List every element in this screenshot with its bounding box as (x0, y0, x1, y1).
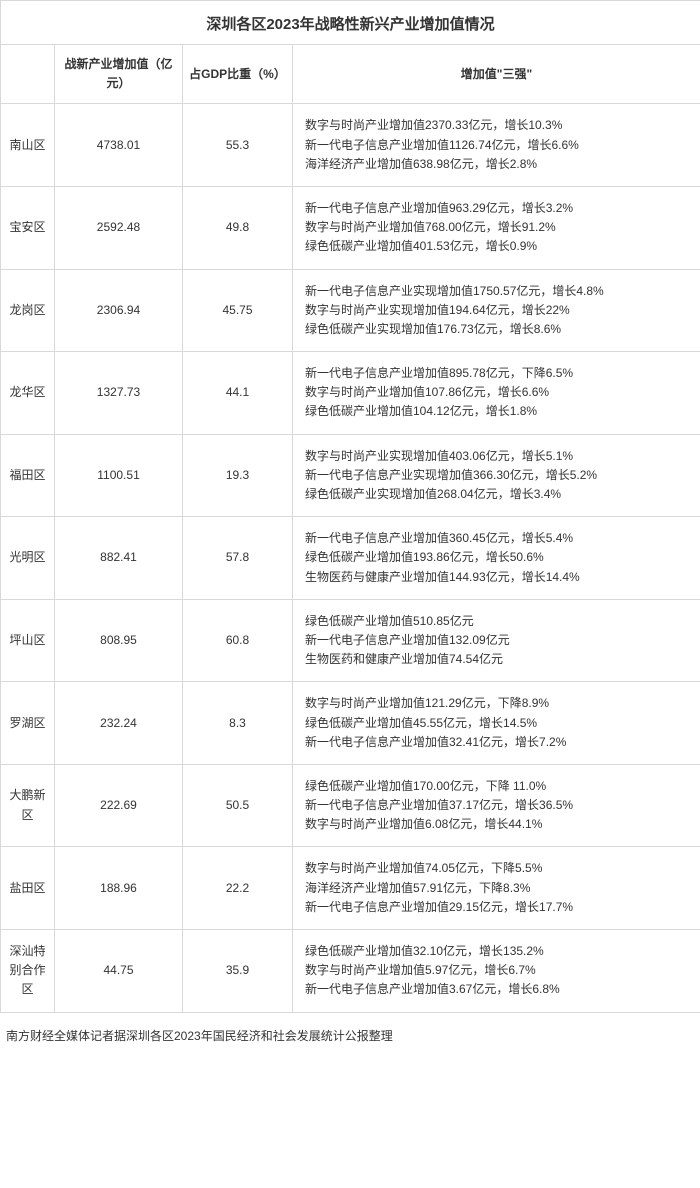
cell-top3: 绿色低碳产业增加值510.85亿元新一代电子信息产业增加值132.09亿元生物医… (293, 599, 700, 682)
cell-top3: 数字与时尚产业实现增加值403.06亿元，增长5.1%新一代电子信息产业实现增加… (293, 434, 700, 517)
col-header-pct: 占GDP比重（%） (183, 45, 293, 104)
cell-value: 232.24 (55, 682, 183, 765)
table-row: 光明区882.4157.8新一代电子信息产业增加值360.45亿元，增长5.4%… (1, 517, 700, 600)
cell-district: 盐田区 (1, 847, 55, 930)
table-row: 罗湖区232.248.3数字与时尚产业增加值121.29亿元，下降8.9%绿色低… (1, 682, 700, 765)
cell-value: 808.95 (55, 599, 183, 682)
top3-line: 新一代电子信息产业增加值32.41亿元，增长7.2% (305, 733, 690, 752)
table-row: 宝安区2592.4849.8新一代电子信息产业增加值963.29亿元，增长3.2… (1, 186, 700, 269)
top3-line: 新一代电子信息产业增加值360.45亿元，增长5.4% (305, 529, 690, 548)
top3-line: 新一代电子信息产业增加值29.15亿元，增长17.7% (305, 898, 690, 917)
source-note: 南方财经全媒体记者据深圳各区2023年国民经济和社会发展统计公报整理 (0, 1013, 700, 1062)
cell-value: 1100.51 (55, 434, 183, 517)
top3-line: 数字与时尚产业增加值74.05亿元，下降5.5% (305, 859, 690, 878)
cell-top3: 数字与时尚产业增加值2370.33亿元，增长10.3%新一代电子信息产业增加值1… (293, 104, 700, 187)
cell-value: 2306.94 (55, 269, 183, 352)
top3-line: 新一代电子信息产业实现增加值1750.57亿元，增长4.8% (305, 282, 690, 301)
cell-pct: 45.75 (183, 269, 293, 352)
top3-line: 绿色低碳产业增加值170.00亿元，下降 11.0% (305, 777, 690, 796)
top3-line: 绿色低碳产业增加值193.86亿元，增长50.6% (305, 548, 690, 567)
cell-top3: 新一代电子信息产业实现增加值1750.57亿元，增长4.8%数字与时尚产业实现增… (293, 269, 700, 352)
col-header-value: 战新产业增加值（亿元） (55, 45, 183, 104)
top3-line: 数字与时尚产业增加值6.08亿元，增长44.1% (305, 815, 690, 834)
top3-line: 新一代电子信息产业实现增加值366.30亿元，增长5.2% (305, 466, 690, 485)
cell-pct: 19.3 (183, 434, 293, 517)
cell-top3: 绿色低碳产业增加值170.00亿元，下降 11.0%新一代电子信息产业增加值37… (293, 764, 700, 847)
table-row: 福田区1100.5119.3数字与时尚产业实现增加值403.06亿元，增长5.1… (1, 434, 700, 517)
cell-district: 南山区 (1, 104, 55, 187)
cell-pct: 57.8 (183, 517, 293, 600)
col-header-blank (1, 45, 55, 104)
cell-pct: 50.5 (183, 764, 293, 847)
top3-line: 新一代电子信息产业增加值132.09亿元 (305, 631, 690, 650)
top3-line: 绿色低碳产业增加值104.12亿元，增长1.8% (305, 402, 690, 421)
cell-pct: 35.9 (183, 930, 293, 1013)
table-row: 南山区4738.0155.3数字与时尚产业增加值2370.33亿元，增长10.3… (1, 104, 700, 187)
top3-line: 数字与时尚产业实现增加值194.64亿元，增长22% (305, 301, 690, 320)
cell-top3: 数字与时尚产业增加值121.29亿元，下降8.9%绿色低碳产业增加值45.55亿… (293, 682, 700, 765)
top3-line: 绿色低碳产业增加值401.53亿元，增长0.9% (305, 237, 690, 256)
cell-pct: 22.2 (183, 847, 293, 930)
cell-district: 龙华区 (1, 352, 55, 435)
top3-line: 新一代电子信息产业增加值895.78亿元，下降6.5% (305, 364, 690, 383)
table-row: 深汕特别合作区44.7535.9绿色低碳产业增加值32.10亿元，增长135.2… (1, 930, 700, 1013)
cell-district: 坪山区 (1, 599, 55, 682)
table-title: 深圳各区2023年战略性新兴产业增加值情况 (0, 0, 700, 44)
top3-line: 数字与时尚产业增加值121.29亿元，下降8.9% (305, 694, 690, 713)
cell-district: 龙岗区 (1, 269, 55, 352)
top3-line: 绿色低碳产业增加值45.55亿元，增长14.5% (305, 714, 690, 733)
cell-value: 4738.01 (55, 104, 183, 187)
cell-top3: 数字与时尚产业增加值74.05亿元，下降5.5%海洋经济产业增加值57.91亿元… (293, 847, 700, 930)
page-wrap: 深圳各区2023年战略性新兴产业增加值情况 战新产业增加值（亿元） 占GDP比重… (0, 0, 700, 1062)
cell-top3: 新一代电子信息产业增加值963.29亿元，增长3.2%数字与时尚产业增加值768… (293, 186, 700, 269)
cell-pct: 49.8 (183, 186, 293, 269)
cell-top3: 新一代电子信息产业增加值360.45亿元，增长5.4%绿色低碳产业增加值193.… (293, 517, 700, 600)
table-row: 龙华区1327.7344.1新一代电子信息产业增加值895.78亿元，下降6.5… (1, 352, 700, 435)
col-header-top3: 增加值"三强" (293, 45, 700, 104)
industry-table: 深圳各区2023年战略性新兴产业增加值情况 战新产业增加值（亿元） 占GDP比重… (0, 0, 700, 1013)
cell-value: 222.69 (55, 764, 183, 847)
table-row: 龙岗区2306.9445.75新一代电子信息产业实现增加值1750.57亿元，增… (1, 269, 700, 352)
top3-line: 绿色低碳产业实现增加值176.73亿元，增长8.6% (305, 320, 690, 339)
cell-district: 宝安区 (1, 186, 55, 269)
cell-top3: 绿色低碳产业增加值32.10亿元，增长135.2%数字与时尚产业增加值5.97亿… (293, 930, 700, 1013)
cell-pct: 60.8 (183, 599, 293, 682)
cell-value: 882.41 (55, 517, 183, 600)
cell-district: 罗湖区 (1, 682, 55, 765)
cell-pct: 8.3 (183, 682, 293, 765)
cell-value: 1327.73 (55, 352, 183, 435)
cell-value: 188.96 (55, 847, 183, 930)
cell-district: 大鹏新区 (1, 764, 55, 847)
top3-line: 数字与时尚产业增加值768.00亿元，增长91.2% (305, 218, 690, 237)
table-row: 盐田区188.9622.2数字与时尚产业增加值74.05亿元，下降5.5%海洋经… (1, 847, 700, 930)
top3-line: 新一代电子信息产业增加值963.29亿元，增长3.2% (305, 199, 690, 218)
table-body: 南山区4738.0155.3数字与时尚产业增加值2370.33亿元，增长10.3… (1, 104, 700, 1012)
top3-line: 绿色低碳产业增加值32.10亿元，增长135.2% (305, 942, 690, 961)
table-row: 大鹏新区222.6950.5绿色低碳产业增加值170.00亿元，下降 11.0%… (1, 764, 700, 847)
top3-line: 绿色低碳产业增加值510.85亿元 (305, 612, 690, 631)
top3-line: 新一代电子信息产业增加值3.67亿元，增长6.8% (305, 980, 690, 999)
top3-line: 生物医药和健康产业增加值74.54亿元 (305, 650, 690, 669)
table-row: 坪山区808.9560.8绿色低碳产业增加值510.85亿元新一代电子信息产业增… (1, 599, 700, 682)
top3-line: 新一代电子信息产业增加值37.17亿元，增长36.5% (305, 796, 690, 815)
cell-pct: 55.3 (183, 104, 293, 187)
top3-line: 数字与时尚产业实现增加值403.06亿元，增长5.1% (305, 447, 690, 466)
top3-line: 新一代电子信息产业增加值1126.74亿元，增长6.6% (305, 136, 690, 155)
top3-line: 数字与时尚产业增加值5.97亿元，增长6.7% (305, 961, 690, 980)
top3-line: 海洋经济产业增加值57.91亿元，下降8.3% (305, 879, 690, 898)
cell-district: 福田区 (1, 434, 55, 517)
cell-district: 深汕特别合作区 (1, 930, 55, 1013)
top3-line: 绿色低碳产业实现增加值268.04亿元，增长3.4% (305, 485, 690, 504)
top3-line: 数字与时尚产业增加值2370.33亿元，增长10.3% (305, 116, 690, 135)
table-head: 战新产业增加值（亿元） 占GDP比重（%） 增加值"三强" (1, 45, 700, 104)
top3-line: 数字与时尚产业增加值107.86亿元，增长6.6% (305, 383, 690, 402)
cell-district: 光明区 (1, 517, 55, 600)
cell-value: 2592.48 (55, 186, 183, 269)
top3-line: 海洋经济产业增加值638.98亿元，增长2.8% (305, 155, 690, 174)
top3-line: 生物医药与健康产业增加值144.93亿元，增长14.4% (305, 568, 690, 587)
cell-pct: 44.1 (183, 352, 293, 435)
cell-top3: 新一代电子信息产业增加值895.78亿元，下降6.5%数字与时尚产业增加值107… (293, 352, 700, 435)
cell-value: 44.75 (55, 930, 183, 1013)
